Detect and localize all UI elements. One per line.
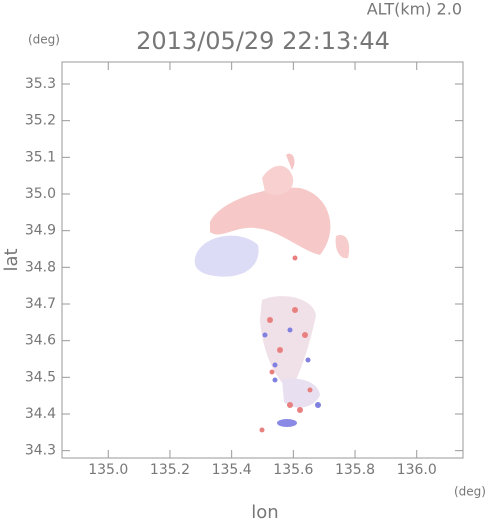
y-tick-label: 35.2 (25, 113, 56, 129)
y-tick-label: 34.3 (25, 443, 56, 459)
x-axis-label: lon (251, 502, 278, 521)
x-unit: (deg) (454, 485, 486, 499)
x-tick-label: 136.0 (397, 462, 437, 478)
x-tick-label: 135.2 (150, 462, 190, 478)
x-tick-label: 135.4 (212, 462, 252, 478)
y-axis-label: lat (1, 248, 22, 271)
y-tick-label: 35.1 (25, 149, 56, 165)
y-tick-label: 34.7 (25, 296, 56, 312)
plot-frame (61, 61, 464, 459)
x-tick-label: 135.0 (88, 462, 128, 478)
y-tick-label: 34.6 (25, 333, 56, 349)
y-tick-label: 35.3 (25, 76, 56, 92)
y-tick-label: 35.0 (25, 186, 56, 202)
x-tick-label: 135.8 (335, 462, 375, 478)
echo-field (194, 153, 350, 433)
y-unit: (deg) (28, 33, 60, 47)
x-tick-label: 135.6 (273, 462, 313, 478)
y-tick-label: 34.9 (25, 223, 56, 239)
chart-title: 2013/05/29 22:13:44 (136, 27, 390, 55)
y-tick-label: 34.4 (25, 406, 56, 422)
y-tick-label: 34.8 (25, 259, 56, 275)
altitude: ALT(km) 2.0 (367, 0, 462, 19)
y-tick-label: 34.5 (25, 369, 56, 385)
